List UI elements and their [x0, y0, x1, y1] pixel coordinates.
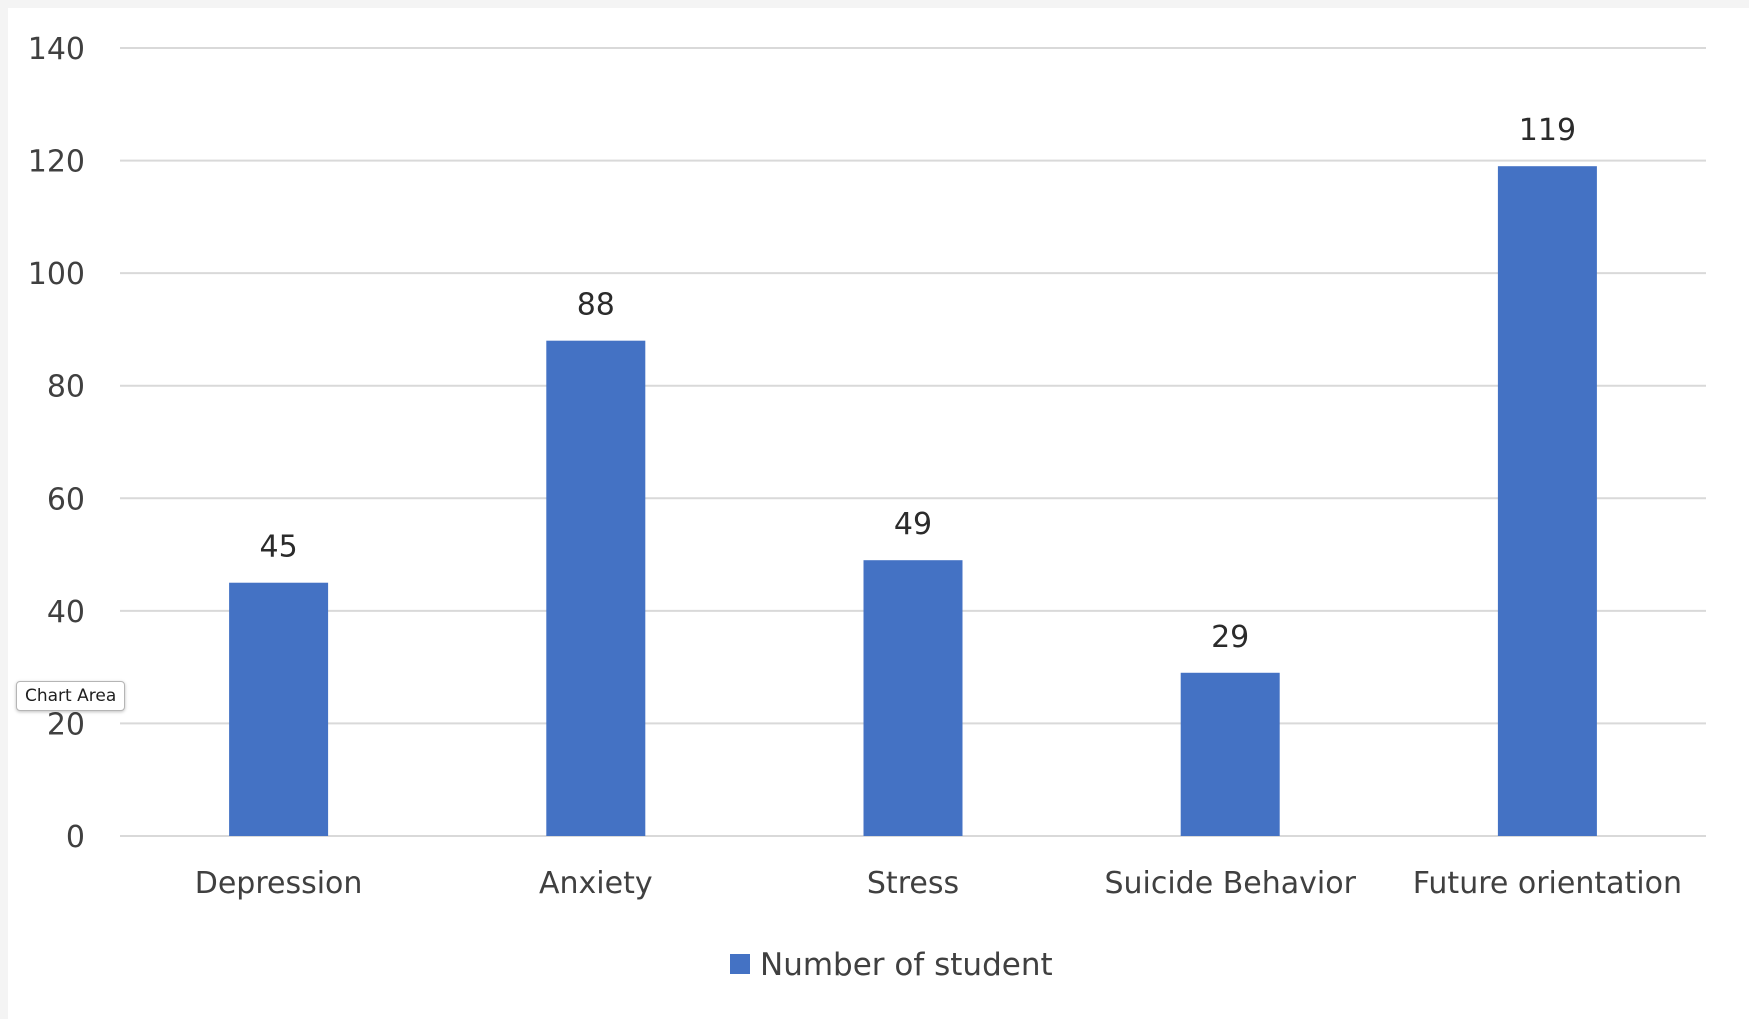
- bar-future-orientation[interactable]: [1497, 166, 1597, 836]
- x-category-label: Suicide Behavior: [1104, 866, 1356, 901]
- data-labels: 45 88 49 29 119: [260, 113, 1577, 655]
- bar-depression[interactable]: [229, 582, 329, 836]
- bar-anxiety[interactable]: [546, 340, 646, 836]
- bars: [229, 166, 1597, 836]
- data-label: 119: [1519, 113, 1576, 148]
- x-axis-category-labels: Depression Anxiety Stress Suicide Behavior F…: [195, 866, 1682, 901]
- legend-swatch: [730, 954, 750, 974]
- data-label: 88: [577, 288, 615, 323]
- chart-area-tooltip: Chart Area: [16, 681, 126, 711]
- bar-stress[interactable]: [863, 560, 963, 836]
- y-tick-label: 120: [28, 145, 85, 180]
- y-tick-label: 100: [28, 257, 85, 292]
- legend: Number of student: [730, 947, 1053, 983]
- bar-chart: 0 20 40 60 80 100 120 140 45 88 49 29 119 Depressio…: [28, 32, 1706, 983]
- x-category-label: Anxiety: [539, 866, 653, 901]
- data-label: 49: [894, 507, 932, 542]
- legend-label: Number of student: [760, 947, 1053, 983]
- y-tick-label: 80: [47, 370, 85, 405]
- chart-area[interactable]: 0 20 40 60 80 100 120 140 45 88 49 29 119 Depressio…: [8, 8, 1749, 1019]
- y-tick-label: 20: [47, 707, 85, 742]
- y-tick-label: 140: [28, 32, 85, 67]
- bar-suicide-behavior[interactable]: [1180, 672, 1280, 836]
- x-category-label: Stress: [867, 866, 959, 901]
- x-category-label: Depression: [195, 866, 363, 901]
- y-axis-tick-labels: 0 20 40 60 80 100 120 140: [28, 32, 85, 855]
- x-category-label: Future orientation: [1413, 866, 1682, 901]
- y-tick-label: 60: [47, 482, 85, 517]
- y-tick-label: 0: [66, 820, 85, 855]
- data-label: 45: [260, 530, 298, 565]
- data-label: 29: [1211, 620, 1249, 655]
- y-tick-label: 40: [47, 595, 85, 630]
